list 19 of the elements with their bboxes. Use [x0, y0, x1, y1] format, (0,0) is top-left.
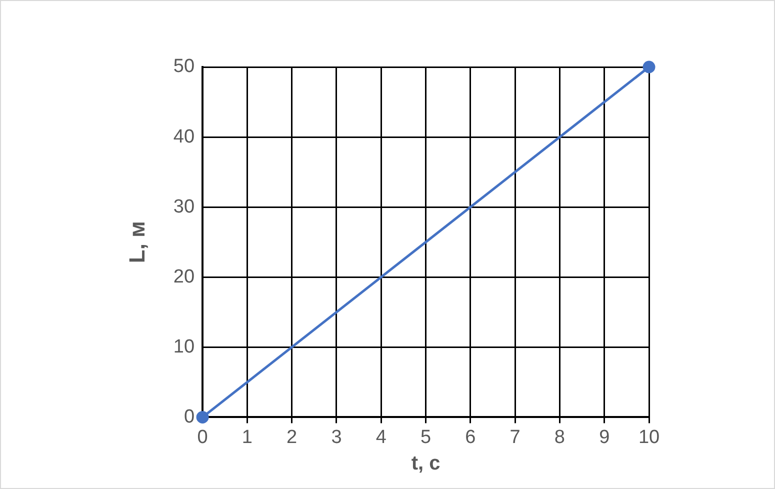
- x-tick-label: 2: [286, 426, 298, 448]
- x-tick-label: 1: [242, 426, 252, 448]
- x-tick-label: 4: [376, 426, 387, 448]
- y-tick-label: 0: [184, 406, 195, 428]
- y-axis-title: L, м: [124, 221, 150, 264]
- x-tick-label: 3: [331, 426, 342, 448]
- x-tick-label: 9: [599, 426, 610, 448]
- x-tick-label: 6: [465, 426, 476, 448]
- x-tick-label: 10: [638, 426, 660, 448]
- x-tick-label: 8: [554, 426, 565, 448]
- y-tick-label: 30: [173, 196, 195, 218]
- x-tick-label: 7: [510, 426, 520, 448]
- y-tick-label: 20: [173, 266, 195, 288]
- x-tick-label: 0: [197, 426, 208, 448]
- y-tick-label: 50: [173, 56, 195, 78]
- x-tick-label: 5: [420, 426, 432, 448]
- y-tick-label: 40: [173, 126, 195, 148]
- y-tick-label: 10: [173, 336, 195, 358]
- x-axis-title: t, с: [411, 452, 440, 475]
